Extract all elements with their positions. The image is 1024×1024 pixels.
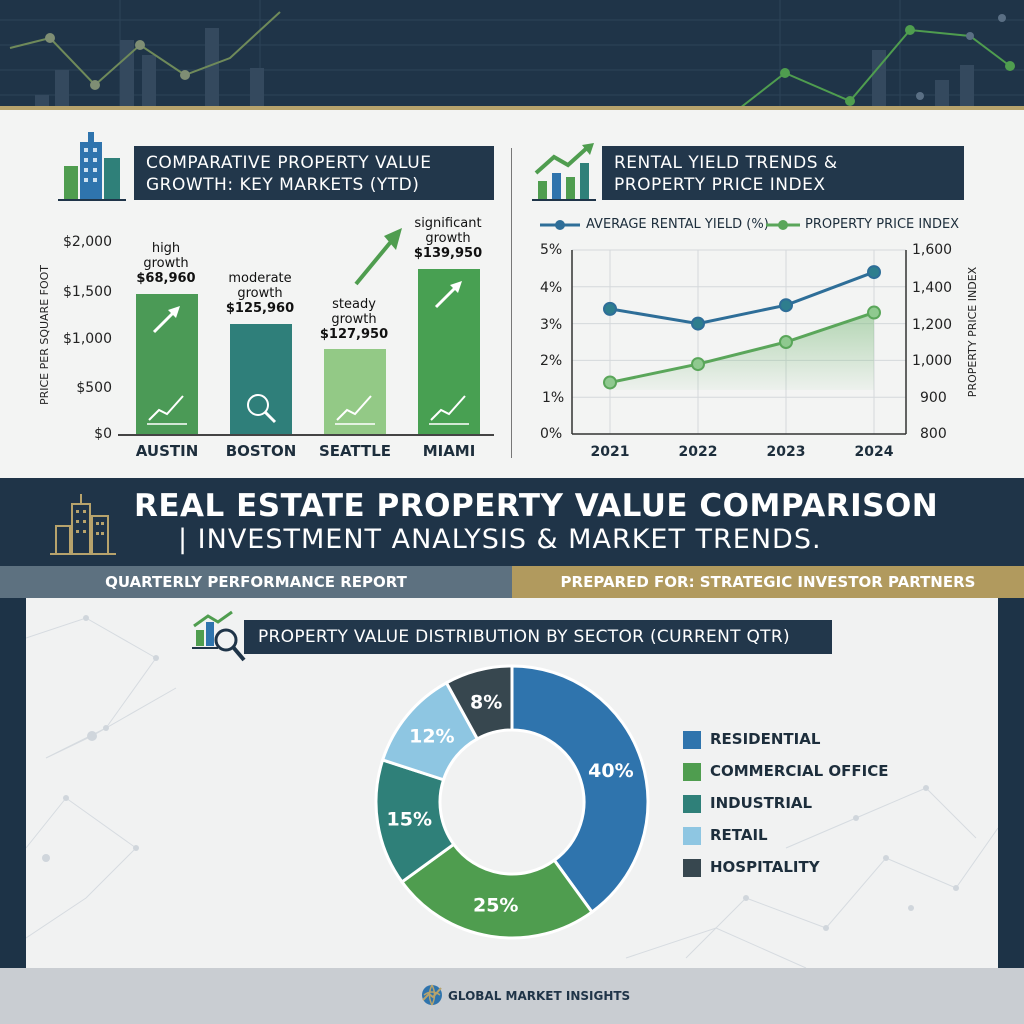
donut-chart-title: PROPERTY VALUE DISTRIBUTION BY SECTOR (C… (244, 620, 832, 654)
bar-inner-icon (247, 394, 277, 424)
network-background (26, 615, 998, 968)
growth-arrow-icon (354, 228, 402, 286)
donut-slice-commercial-office (399, 842, 595, 940)
line-ytick-right: 800 (920, 426, 947, 442)
panel-divider (511, 148, 512, 458)
legend-yield-marker (540, 220, 580, 230)
bar-ytick: $2,000 (63, 234, 112, 250)
prepared-label: PREPARED FOR: STRATEGIC INVESTOR PARTNER… (512, 566, 1024, 598)
bar-arrow-icon (152, 305, 180, 333)
bar-ytick: $1,500 (63, 284, 112, 300)
line-chart-ylabel-right: PROPERTY PRICE INDEX (966, 266, 979, 398)
city-icon (50, 494, 116, 555)
donut-slice-hospitality (444, 664, 514, 741)
bar-ytick: $0 (94, 426, 112, 442)
legend-label: INDUSTRIAL (710, 794, 813, 812)
line-ytick-left: 4% (540, 280, 563, 296)
main-subtitle: | INVESTMENT ANALYSIS & MARKET TRENDS. (178, 524, 822, 555)
legend-label: RESIDENTIAL (710, 730, 821, 748)
line-ytick-left: 5% (540, 242, 563, 258)
line-ytick-right: 1,200 (912, 317, 953, 333)
line-ytick-left: 3% (540, 317, 563, 333)
bar-boston (230, 324, 292, 434)
bar-annotation-boston: moderate growth $125,960 (225, 271, 295, 316)
bar-category-label: MIAMI (422, 442, 476, 460)
title-band (0, 478, 1024, 566)
donut-value-label: 25% (473, 895, 518, 917)
gold-divider (0, 106, 1024, 110)
bar-chart-baseline (118, 434, 494, 436)
report-label: QUARTERLY PERFORMANCE REPORT (0, 566, 512, 598)
legend-label: COMMERCIAL OFFICE (710, 762, 889, 780)
legend-yield-label: AVERAGE RENTAL YIELD (%) (586, 217, 769, 232)
legend-swatch (683, 859, 701, 877)
line-ytick-left: 0% (540, 426, 563, 442)
bar-annotation-miami: significant growth $139,950 (413, 216, 483, 261)
bar-inner-icon (147, 395, 187, 425)
legend-swatch (683, 731, 701, 749)
legend-label: HOSPITALITY (710, 858, 820, 876)
line-ytick-right: 900 (920, 390, 947, 406)
bar-inner-icon (335, 395, 375, 425)
legend-label: RETAIL (710, 826, 768, 844)
donut-value-label: 15% (387, 808, 432, 830)
line-ytick-right: 1,600 (912, 242, 953, 258)
legend-index-marker (766, 220, 800, 230)
line-ytick-left: 2% (540, 353, 563, 369)
line-ytick-right: 1,000 (912, 353, 953, 369)
bar-miami (418, 268, 480, 434)
donut-value-label: 8% (470, 691, 502, 713)
donut-value-label: 12% (409, 726, 454, 748)
top-decorative-band (0, 0, 1024, 108)
analytics-magnifier-icon (192, 610, 246, 662)
donut-value-label: 40% (588, 760, 633, 782)
legend-swatch (683, 827, 701, 845)
footer (0, 968, 1024, 1024)
bar-annotation-seattle: steady growth $127,950 (319, 297, 389, 342)
bar-arrow-icon (434, 280, 462, 308)
legend-swatch (683, 795, 701, 813)
footer-brand: GLOBAL MARKET INSIGHTS (448, 989, 631, 1003)
bar-category-label: SEATTLE (318, 442, 392, 460)
bar-inner-icon (429, 395, 469, 425)
bar-chart-title: COMPARATIVE PROPERTY VALUE GROWTH: KEY M… (134, 146, 494, 200)
bar-category-label: AUSTIN (135, 442, 199, 460)
legend-swatch (683, 763, 701, 781)
donut-slice-residential (510, 664, 650, 915)
legend-index-label: PROPERTY PRICE INDEX (805, 217, 960, 232)
bar-ytick: $1,000 (63, 331, 112, 347)
globe-logo-icon (422, 984, 442, 1006)
bar-seattle (324, 349, 386, 434)
main-title: REAL ESTATE PROPERTY VALUE COMPARISON (134, 488, 939, 524)
donut-chart: 40% 25% 15% 12% 8% (374, 664, 650, 940)
building-icon (58, 132, 126, 201)
bar-category-label: BOSTON (225, 442, 297, 460)
bar-annotation-austin: high growth $68,960 (136, 241, 196, 286)
line-ytick-left: 1% (542, 390, 565, 406)
growth-chart-icon (532, 143, 596, 201)
bar-ytick: $500 (76, 380, 112, 396)
line-chart-title: RENTAL YIELD TRENDS & PROPERTY PRICE IND… (602, 146, 964, 200)
decorative-chart-graphic (0, 0, 1024, 108)
line-ytick-right: 1,400 (912, 280, 953, 296)
